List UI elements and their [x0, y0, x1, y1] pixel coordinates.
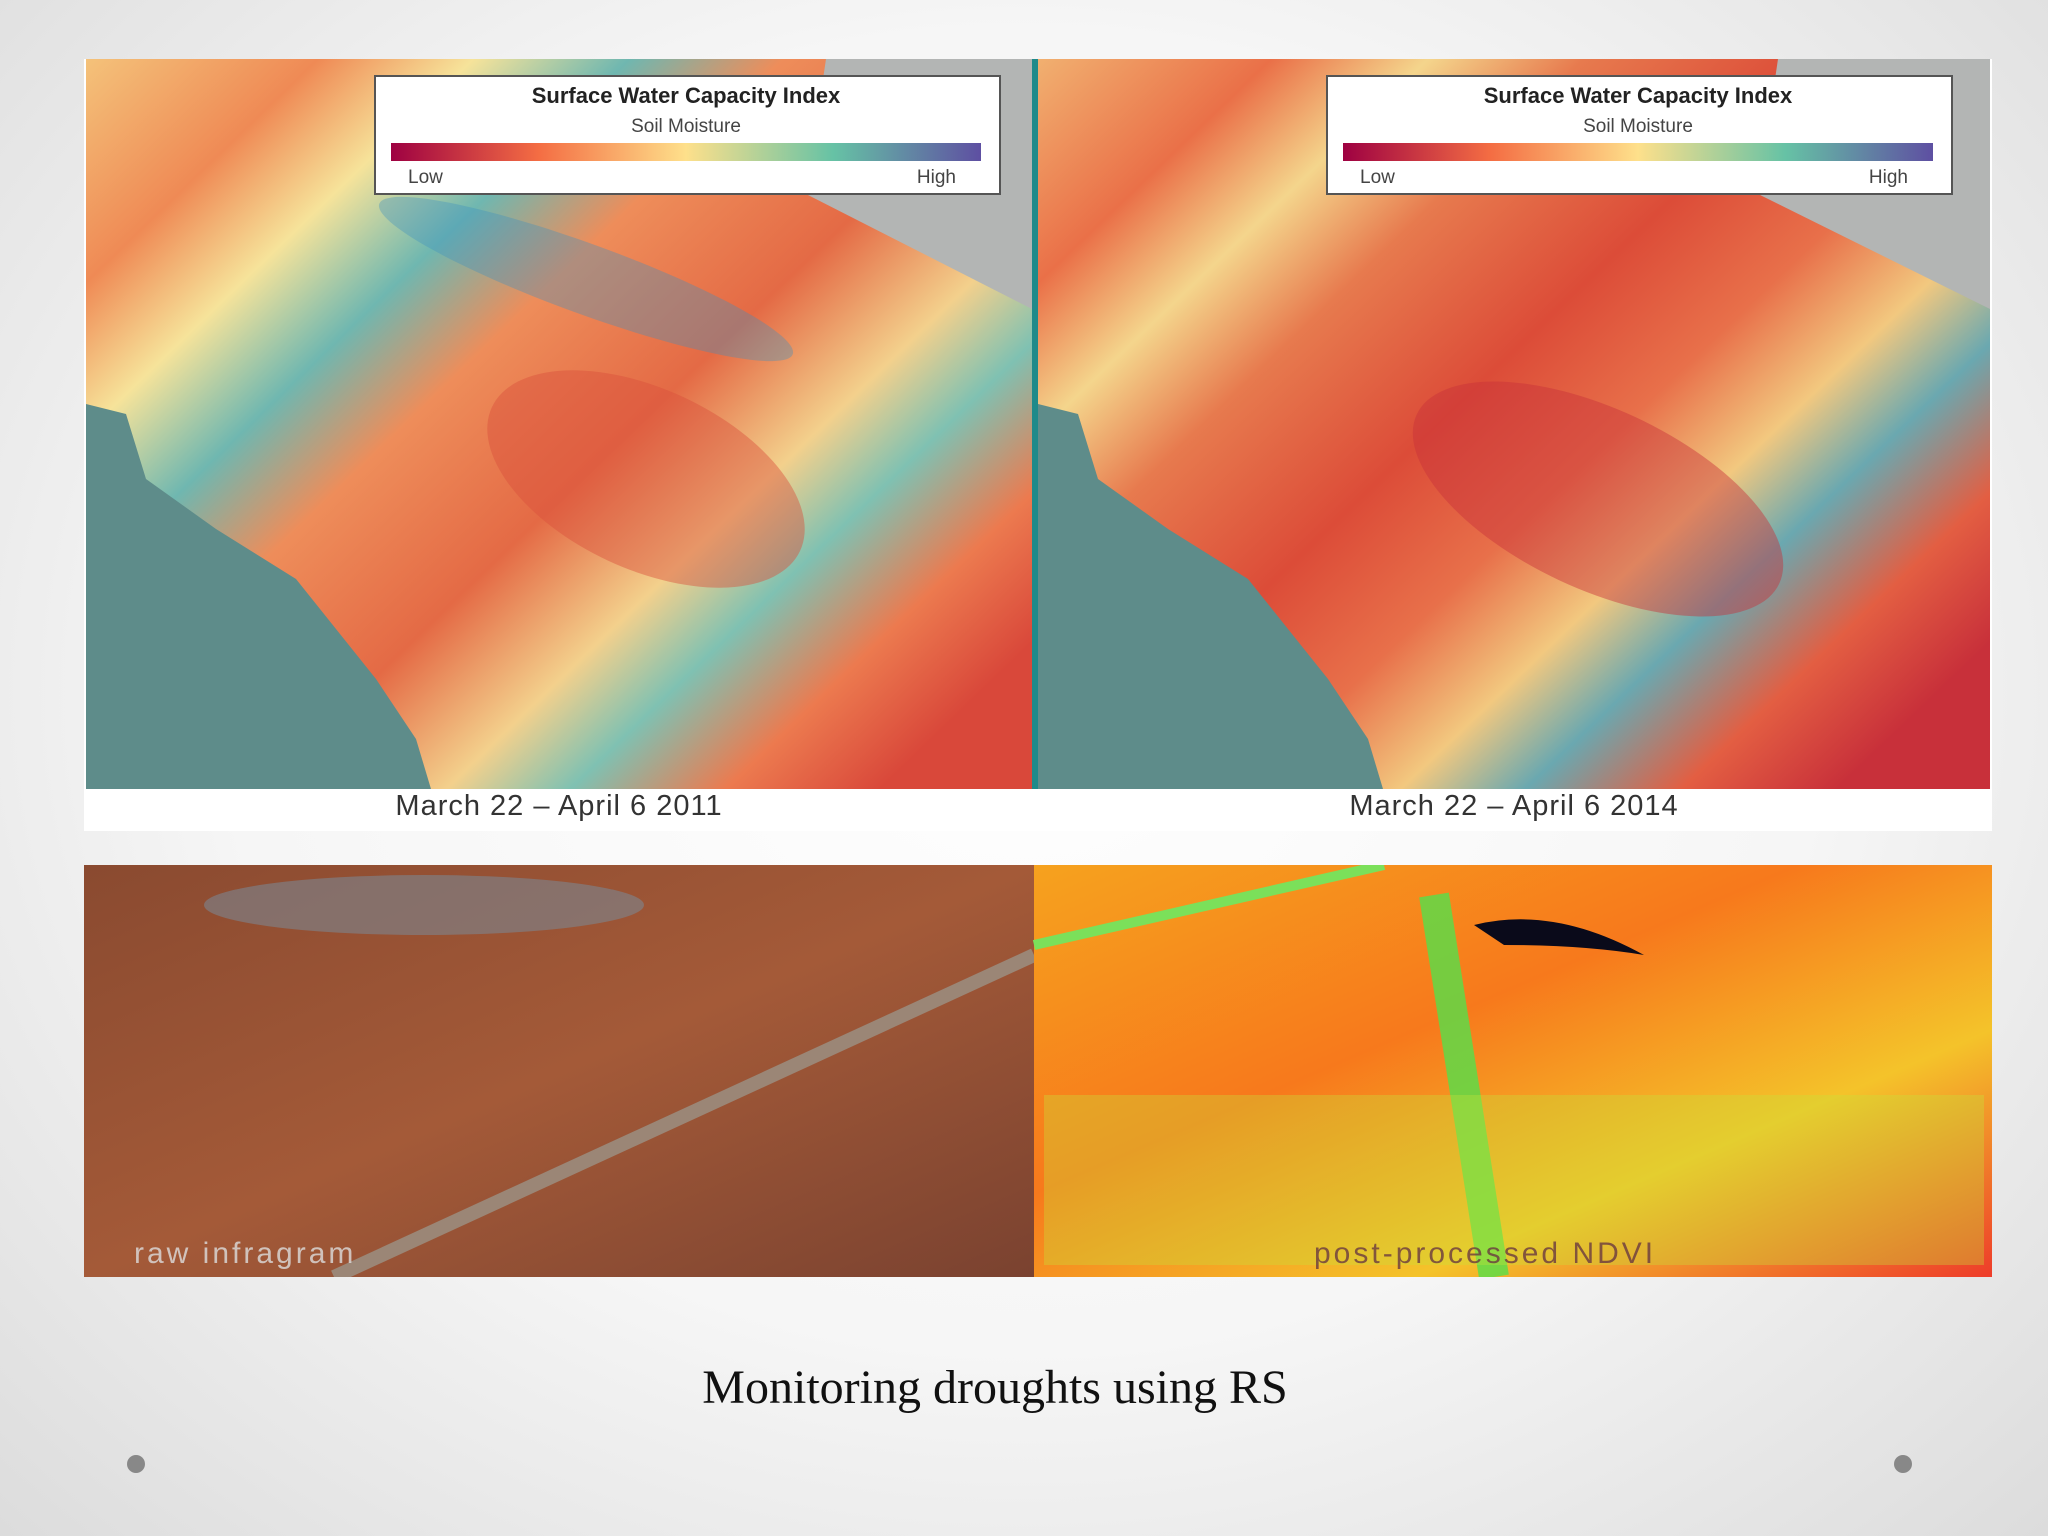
- bullet-dot: [127, 1455, 145, 1473]
- legend-subtitle: Soil Moisture: [1583, 116, 1693, 137]
- legend-subtitle: Soil Moisture: [631, 116, 741, 137]
- legend-high: High: [917, 167, 956, 188]
- legend: [374, 75, 1001, 195]
- legend: [1326, 75, 1953, 195]
- map-caption: March 22 – April 6 2011: [395, 790, 723, 822]
- legend-high: High: [1869, 167, 1908, 188]
- legend-low: Low: [408, 167, 443, 188]
- soil-moisture-map-2014: Surface Water Capacity Index Soil Moistu…: [1038, 59, 1990, 789]
- legend-title: Surface Water Capacity Index: [532, 83, 841, 108]
- photo-label: post-processed NDVI: [1314, 1237, 1656, 1270]
- raw-half: [84, 865, 1034, 1277]
- slide-caption: Monitoring droughts using RS: [702, 1361, 1288, 1414]
- dry-area: [487, 370, 805, 588]
- legend-low: Low: [1360, 167, 1395, 188]
- road: [331, 948, 1037, 1277]
- photo-label: raw infragram: [134, 1237, 356, 1270]
- ocean: [1038, 404, 1383, 789]
- map-caption: March 22 – April 6 2014: [1349, 790, 1679, 822]
- buildings: [204, 875, 644, 935]
- legend-bar: [1343, 143, 1933, 161]
- vegetation-field: [1044, 1095, 1984, 1265]
- bullet-dot: [1894, 1455, 1912, 1473]
- vegetation-strip: [1419, 892, 1509, 1277]
- ocean: [86, 404, 431, 789]
- soil-moisture-map-2011: Surface Water Capacity Index Soil Moistu…: [86, 59, 1032, 789]
- wet-area: [378, 196, 794, 362]
- legend-title: Surface Water Capacity Index: [1484, 83, 1793, 108]
- water: [1474, 919, 1644, 955]
- vegetation-strip: [1032, 865, 1386, 950]
- map-divider: [1032, 59, 1038, 789]
- infragram-photo: raw infragram post-processed NDVI: [84, 865, 1992, 1277]
- dry-area: [1412, 381, 1784, 617]
- legend-bar: [391, 143, 981, 161]
